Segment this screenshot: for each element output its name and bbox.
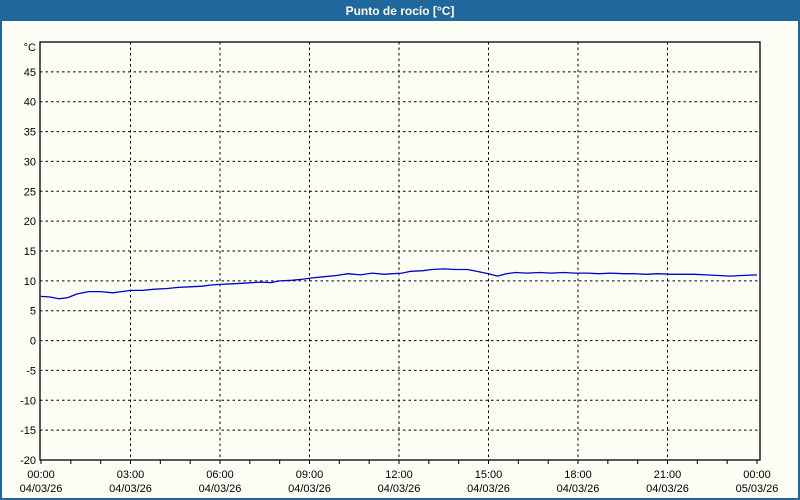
x-tick-time-label: 00:00	[27, 469, 55, 481]
svg-text:10: 10	[24, 276, 36, 288]
x-tick-date-label: 04/03/26	[109, 483, 152, 495]
svg-text:20: 20	[24, 216, 36, 228]
dewpoint-series-line	[40, 268, 758, 300]
chart-area: 45 40 35 30 25 20 15 10 5 0 -5 -10 -15 -20 °C 00:00 04/0…	[2, 21, 798, 498]
x-tick-date-label: 04/03/26	[199, 483, 242, 495]
svg-text:-10: -10	[20, 395, 36, 407]
svg-text:25: 25	[24, 186, 36, 198]
dewpoint-line-chart: 45 40 35 30 25 20 15 10 5 0 -5 -10 -15 -20 °C 00:00 04/0…	[20, 41, 779, 495]
x-tick-date-label: 04/03/26	[557, 483, 600, 495]
x-axis-labels: 00:00 04/03/26 03:00 04/03/26 06:00 04/03/26 0…	[20, 469, 779, 495]
x-tick-date-label: 05/03/26	[736, 483, 779, 495]
chart-titlebar: Punto de rocío [°C]	[2, 2, 798, 21]
x-tick-date-label: 04/03/26	[467, 483, 510, 495]
x-tick-time-label: 18:00	[564, 469, 592, 481]
svg-text:0: 0	[30, 336, 36, 348]
svg-text:-20: -20	[20, 455, 36, 467]
x-tick-time-label: 00:00	[743, 469, 771, 481]
svg-text:5: 5	[30, 306, 36, 318]
svg-text:35: 35	[24, 127, 36, 139]
x-tick-date-label: 04/03/26	[646, 483, 689, 495]
svg-text:15: 15	[24, 246, 36, 258]
x-tick-time-label: 03:00	[117, 469, 145, 481]
plot-border	[39, 41, 761, 461]
x-gridlines	[130, 42, 668, 460]
x-tick-time-label: 21:00	[654, 469, 682, 481]
y-gridlines	[40, 71, 760, 431]
svg-text:-15: -15	[20, 425, 36, 437]
svg-text:45: 45	[24, 67, 36, 79]
x-tick-time-label: 06:00	[206, 469, 234, 481]
x-tick-date-label: 04/03/26	[288, 483, 331, 495]
chart-title: Punto de rocío [°C]	[345, 4, 455, 18]
x-tick-time-label: 09:00	[296, 469, 324, 481]
x-tick-time-label: 12:00	[385, 469, 413, 481]
svg-text:40: 40	[24, 97, 36, 109]
y-axis-unit-label: °C	[24, 42, 36, 54]
x-tick-marks	[40, 460, 758, 464]
svg-text:-5: -5	[26, 365, 36, 377]
x-tick-date-label: 04/03/26	[378, 483, 421, 495]
x-tick-time-label: 15:00	[475, 469, 503, 481]
x-tick-date-label: 04/03/26	[20, 483, 63, 495]
y-axis-labels: 45 40 35 30 25 20 15 10 5 0 -5 -10 -15 -20	[20, 67, 36, 467]
svg-text:30: 30	[24, 156, 36, 168]
